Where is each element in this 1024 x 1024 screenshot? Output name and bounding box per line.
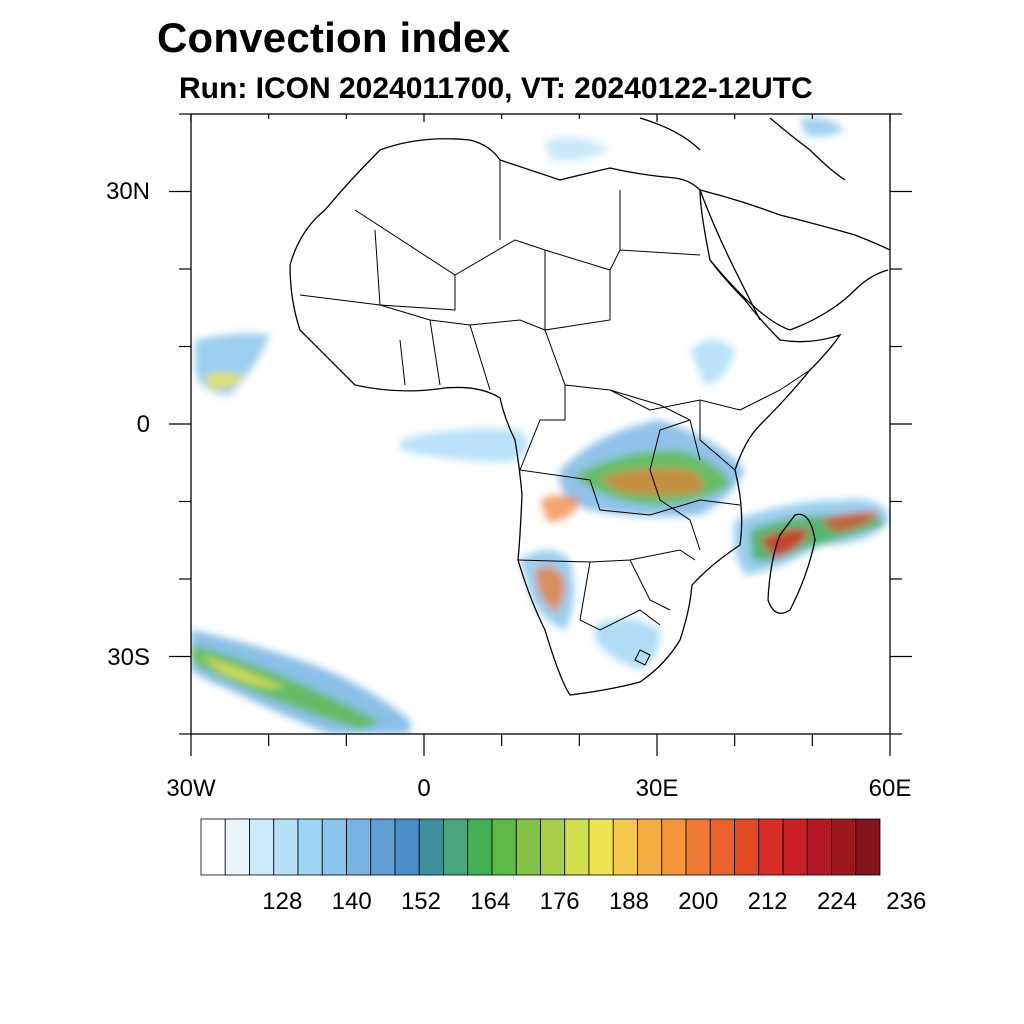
convection-blob-namibia-core	[535, 566, 565, 612]
red-sea-line	[699, 189, 761, 321]
coastlines	[289, 117, 890, 696]
colorbar-swatch	[831, 818, 857, 876]
sahara-borders	[354, 160, 701, 331]
convection-blob-indian-ocean-max	[820, 511, 880, 532]
convection-blob-mozambique-max	[760, 528, 810, 558]
arabia-coastline	[699, 189, 890, 331]
colorbar-label: 188	[608, 888, 649, 915]
madagascar-coastline	[767, 513, 816, 614]
colorbar-swatch	[443, 818, 469, 876]
west-africa-borders	[299, 294, 546, 391]
convection-blob-ethiopia	[690, 340, 735, 385]
colorbar-swatch	[273, 818, 299, 876]
colorbar-swatch	[637, 818, 663, 876]
convection-blob-central-africa-max	[600, 468, 704, 495]
y-tick-label-30s: 30S	[107, 644, 150, 671]
map-frame	[190, 113, 891, 735]
convection-blob-black-sea	[800, 117, 845, 137]
colorbar-swatch	[685, 818, 711, 876]
colorbar-swatch	[709, 818, 735, 876]
convection-blob-south-atlantic-max	[200, 655, 285, 689]
x-tick-label-30w: 30W	[166, 775, 216, 802]
colorbar-swatch	[588, 818, 614, 876]
colorbar-label: 128	[262, 888, 303, 915]
colorbar-label: 200	[678, 888, 719, 915]
convection-blob-south-africa	[595, 618, 660, 670]
colorbar-swatch	[321, 818, 347, 876]
x-tick-label-60e: 60E	[868, 775, 912, 802]
colorbar-label: 224	[816, 888, 857, 915]
y-tick-label-30n: 30N	[105, 178, 150, 205]
colorbar-swatch	[418, 818, 444, 876]
colorbar-swatch	[491, 818, 517, 876]
colorbar-swatch	[758, 818, 784, 876]
colorbar-swatch	[540, 818, 566, 876]
colorbar-label: 140	[331, 888, 372, 915]
colorbar-swatch	[855, 818, 881, 876]
africa-coastline	[289, 138, 842, 696]
x-tick-label-30e: 30E	[635, 775, 679, 802]
colorbar-swatch	[782, 818, 808, 876]
axis-ticks	[169, 113, 912, 756]
colorbar-swatch	[394, 818, 420, 876]
colorbar-label: 236	[886, 888, 927, 915]
colorbar-swatch	[297, 818, 323, 876]
colorbar-swatch	[370, 818, 396, 876]
convection-blob-south-atlantic-core	[191, 645, 380, 730]
x-tick-label-0: 0	[417, 775, 431, 802]
convection-blob-atlantic-north-core	[205, 372, 245, 390]
colorbar-label: 164	[470, 888, 511, 915]
east-africa-borders	[649, 369, 811, 551]
colorbar-swatch	[661, 818, 687, 876]
colorbar-swatch	[806, 818, 832, 876]
mediterranean-north-coast	[639, 117, 846, 181]
y-tick-label-0: 0	[136, 411, 150, 438]
convection-blob-atlantic-north	[195, 333, 270, 395]
colorbar-label: 176	[539, 888, 580, 915]
colorbar-label: 212	[747, 888, 788, 915]
colorbar-swatch	[346, 818, 372, 876]
convection-field	[191, 117, 890, 734]
convection-blob-gulf-guinea	[400, 428, 528, 462]
convection-blob-angola	[540, 495, 580, 522]
convection-blob-mediterranean	[545, 136, 610, 162]
central-africa-borders	[519, 329, 741, 516]
colorbar-swatch	[612, 818, 638, 876]
colorbar-swatch	[224, 818, 250, 876]
convection-blob-south-atlantic	[191, 630, 410, 734]
colorbar-swatch	[467, 818, 493, 876]
chart-title: Convection index	[157, 14, 511, 61]
colorbar	[200, 818, 881, 876]
colorbar-swatch	[249, 818, 275, 876]
colorbar-label: 152	[400, 888, 441, 915]
colorbar-swatch	[200, 818, 226, 876]
chart-subtitle: Run: ICON 2024011700, VT: 20240122-12UTC	[179, 72, 813, 105]
colorbar-swatch	[515, 818, 541, 876]
colorbar-swatch	[564, 818, 590, 876]
country-borders	[299, 160, 811, 666]
southern-africa-borders	[517, 549, 696, 666]
colorbar-swatch	[734, 818, 760, 876]
